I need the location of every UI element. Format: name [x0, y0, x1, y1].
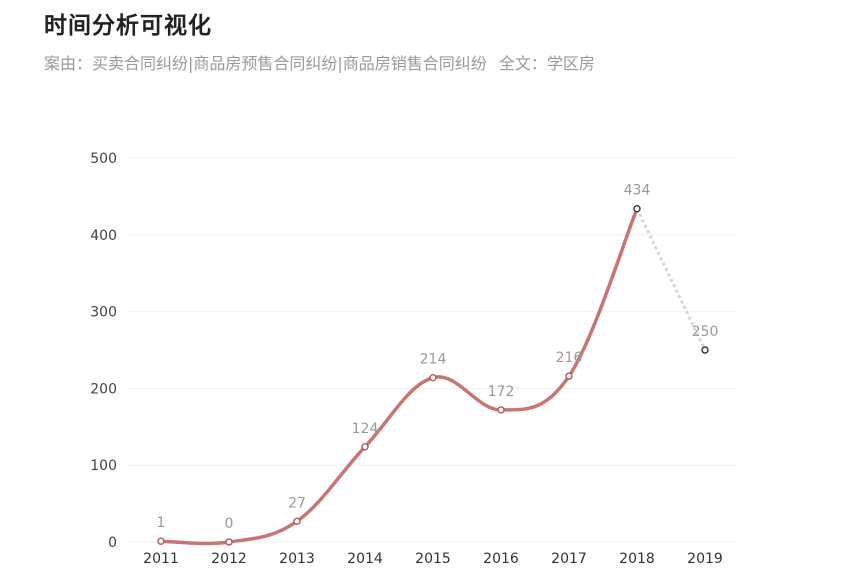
x-tick-label: 2016 [483, 551, 519, 567]
x-axis: 2011 2012 2013 2014 2015 2016 2017 2018 2019 [143, 551, 723, 567]
page-title: 时间分析可视化 [44, 13, 212, 39]
x-tick-label: 2013 [279, 551, 315, 567]
data-label: 214 [420, 352, 447, 368]
data-label: 1 [157, 515, 166, 531]
filter-summary: 案由：买卖合同纠纷|商品房预售合同纠纷|商品房销售合同纠纷 全文：学区房 [44, 50, 595, 74]
y-tick-label: 300 [90, 305, 117, 321]
data-label: 124 [352, 421, 379, 437]
data-point [633, 204, 641, 213]
x-tick-label: 2015 [415, 551, 451, 567]
y-axis: 0 100 200 300 400 500 [90, 151, 117, 551]
data-label: 434 [624, 183, 651, 199]
x-tick-label: 2018 [619, 551, 655, 567]
x-tick-label: 2012 [211, 551, 247, 567]
data-label: 27 [288, 495, 306, 511]
data-point [497, 406, 505, 414]
data-labels: 1 0 27 124 214 172 216 434 250 [157, 183, 719, 532]
y-tick-label: 200 [90, 381, 117, 397]
case-label: 案由： [44, 54, 93, 73]
x-tick-label: 2011 [143, 551, 179, 567]
forecast-line [635, 208, 707, 351]
case-value: 买卖合同纠纷|商品房预售合同纠纷|商品房销售合同纠纷 [92, 54, 487, 73]
y-tick-label: 100 [90, 458, 117, 474]
data-label: 0 [225, 516, 234, 532]
y-tick-label: 500 [90, 151, 117, 167]
data-point [565, 372, 573, 380]
data-point [157, 537, 165, 545]
y-tick-label: 0 [108, 535, 117, 551]
data-label: 172 [488, 384, 515, 400]
y-tick-label: 400 [90, 228, 117, 244]
data-point [429, 373, 437, 382]
x-tick-label: 2014 [347, 551, 383, 567]
fulltext-label: 全文： [498, 54, 547, 73]
data-point [293, 517, 301, 525]
x-tick-label: 2017 [551, 551, 587, 567]
data-point [701, 346, 709, 354]
data-label: 216 [556, 350, 583, 366]
x-tick-label: 2019 [687, 551, 723, 567]
data-point [225, 538, 233, 546]
data-points [157, 204, 709, 546]
data-label: 250 [692, 324, 719, 340]
grid-lines [128, 157, 738, 543]
data-point [361, 443, 369, 451]
fulltext-value: 学区房 [546, 54, 595, 73]
